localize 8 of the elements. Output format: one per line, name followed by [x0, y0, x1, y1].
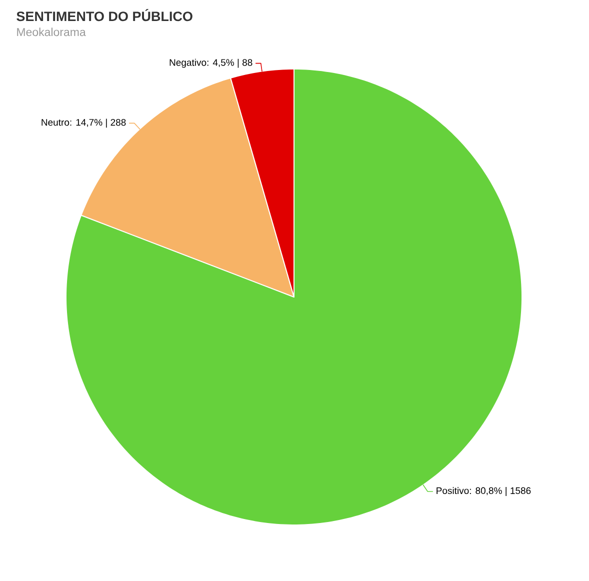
data-label: : 4,5% | 88 [207, 58, 252, 68]
slice-label: Neutro [42, 119, 70, 126]
data-label: : 14,7% | 288 [70, 118, 126, 128]
slice-label: Negativo [170, 58, 206, 68]
slice-label: Positivo [436, 487, 469, 494]
chart-title: SENTIMENTO DO PÚBLICO [16, 9, 192, 22]
data-label: : 80,8% | 1586 [470, 487, 531, 496]
chart-subtitle: Meokalorama [17, 28, 86, 36]
